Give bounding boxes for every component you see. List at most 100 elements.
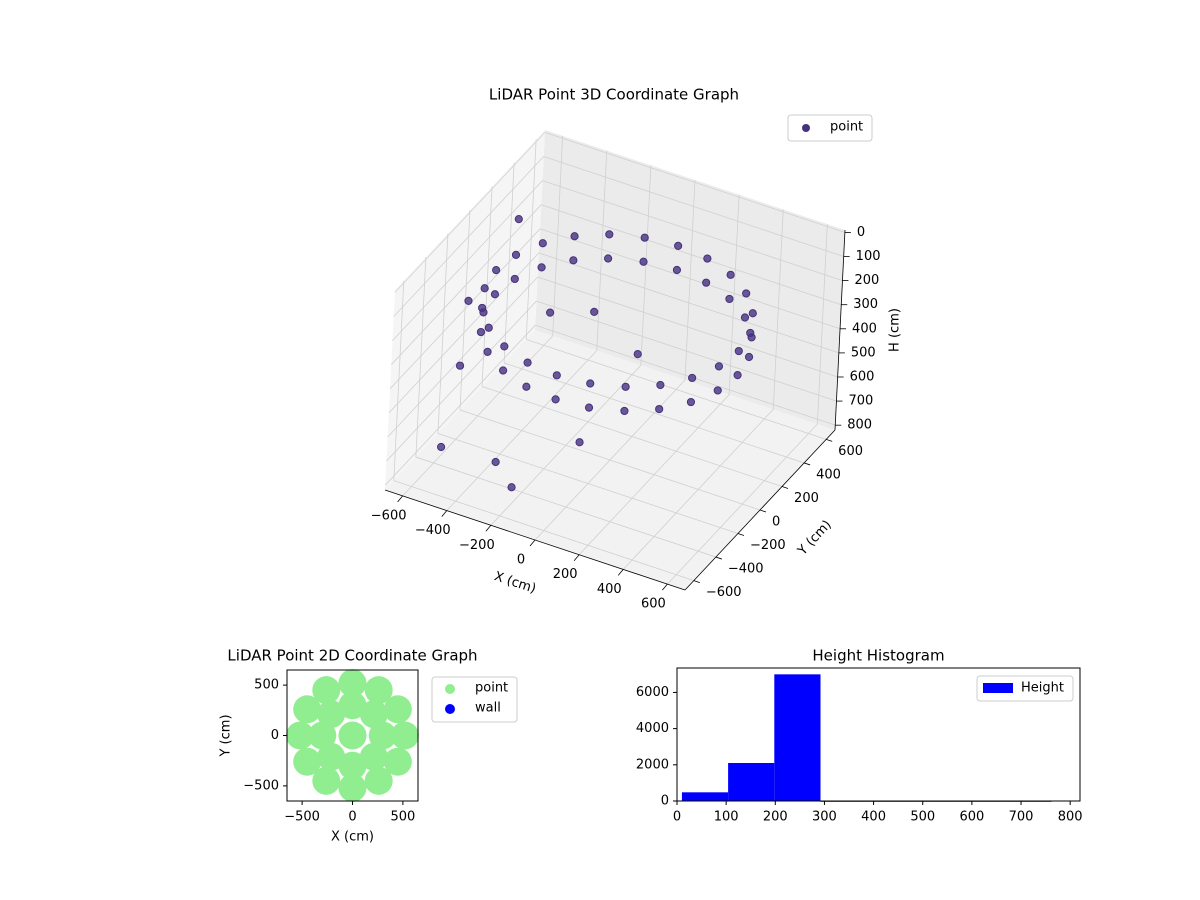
y-tick-label: 400 <box>816 467 841 482</box>
z-tick-label: 0 <box>857 225 865 240</box>
grid-line <box>459 409 761 511</box>
grid-line <box>415 456 717 558</box>
x-tick-label: 600 <box>641 597 666 612</box>
point <box>338 773 367 802</box>
grid-line <box>437 233 449 434</box>
x-tick-label: −400 <box>415 523 451 538</box>
x-tick-label: 500 <box>390 810 415 825</box>
point <box>476 327 486 337</box>
grid-line <box>684 179 696 381</box>
x-tick-label: 400 <box>861 810 886 825</box>
tick-mark <box>485 525 492 532</box>
point <box>317 700 346 729</box>
point <box>713 386 722 395</box>
point <box>570 232 579 241</box>
z-tick-label: 100 <box>856 249 881 264</box>
grid-line <box>538 252 839 354</box>
tick-mark <box>803 462 811 466</box>
x-tick-label: 500 <box>910 810 935 825</box>
point <box>522 382 531 391</box>
point <box>674 241 683 250</box>
point <box>499 366 508 375</box>
grid-line <box>503 362 805 464</box>
z-axis-label: H (cm) <box>888 308 903 352</box>
tick-mark <box>662 583 668 591</box>
tick-mark <box>826 439 833 442</box>
y-tick-label: 0 <box>271 728 279 743</box>
grid-line <box>539 228 841 330</box>
point <box>604 254 613 263</box>
grid-line <box>543 156 844 257</box>
grid-line <box>526 339 827 440</box>
point <box>633 349 642 359</box>
point <box>748 309 757 318</box>
point <box>436 442 446 452</box>
point <box>507 483 516 492</box>
grid-line <box>415 257 427 458</box>
point <box>286 721 315 750</box>
grid-line <box>387 276 538 438</box>
grid-line <box>596 150 608 351</box>
point <box>702 278 711 287</box>
x-axis-line <box>384 489 686 591</box>
x-tick-label: 700 <box>1009 810 1034 825</box>
x-tick-label: 0 <box>348 810 356 825</box>
point <box>308 721 337 750</box>
legend-marker <box>802 124 810 132</box>
point <box>656 380 665 390</box>
bar <box>681 792 729 801</box>
legend-box <box>787 114 873 142</box>
tick-mark <box>693 580 700 583</box>
z-tick-label: 800 <box>847 418 872 433</box>
point <box>390 721 419 750</box>
grid-line <box>386 300 537 462</box>
point <box>383 695 412 724</box>
point <box>483 347 492 356</box>
z-tick-label: 400 <box>852 321 877 336</box>
point <box>338 721 367 750</box>
x-tick-label: 200 <box>553 567 578 582</box>
y-tick-label: 500 <box>254 678 279 693</box>
point <box>734 346 743 356</box>
z-tick-label: 500 <box>851 345 876 360</box>
grid-line <box>525 139 537 340</box>
grid-line <box>459 209 471 411</box>
y-axis-label: Y (cm) <box>795 518 835 560</box>
point <box>621 382 630 391</box>
point <box>740 313 750 322</box>
point <box>569 256 578 265</box>
grid-line <box>536 300 837 402</box>
y-tick-label: 200 <box>794 491 819 506</box>
point <box>317 742 346 771</box>
z-tick-label: 200 <box>854 273 879 288</box>
x-tick-label: −500 <box>284 810 320 825</box>
grid-line <box>542 180 843 281</box>
point <box>511 250 521 259</box>
point <box>338 669 367 698</box>
grid-line <box>537 276 838 378</box>
bar <box>774 674 821 801</box>
z-tick-label: 300 <box>853 297 878 312</box>
grid-line <box>772 209 784 410</box>
point <box>484 323 493 332</box>
point <box>359 742 388 771</box>
point <box>338 691 367 720</box>
point <box>312 676 341 705</box>
grid-line <box>728 194 740 395</box>
point <box>537 263 546 272</box>
plot-frame <box>676 667 1081 802</box>
y-tick-label: 0 <box>772 515 780 530</box>
grid-line <box>541 204 842 306</box>
y-tick-label: −400 <box>728 562 764 577</box>
point <box>359 700 388 729</box>
grid-line <box>384 324 536 486</box>
grid-line <box>816 224 828 425</box>
legend-label: Height <box>1021 681 1064 696</box>
grid-line <box>481 386 783 487</box>
point <box>620 406 629 416</box>
x-tick-label: 100 <box>714 810 739 825</box>
y-tick-label: −200 <box>750 538 786 553</box>
point <box>479 308 488 317</box>
point <box>464 296 473 305</box>
point <box>312 766 341 795</box>
